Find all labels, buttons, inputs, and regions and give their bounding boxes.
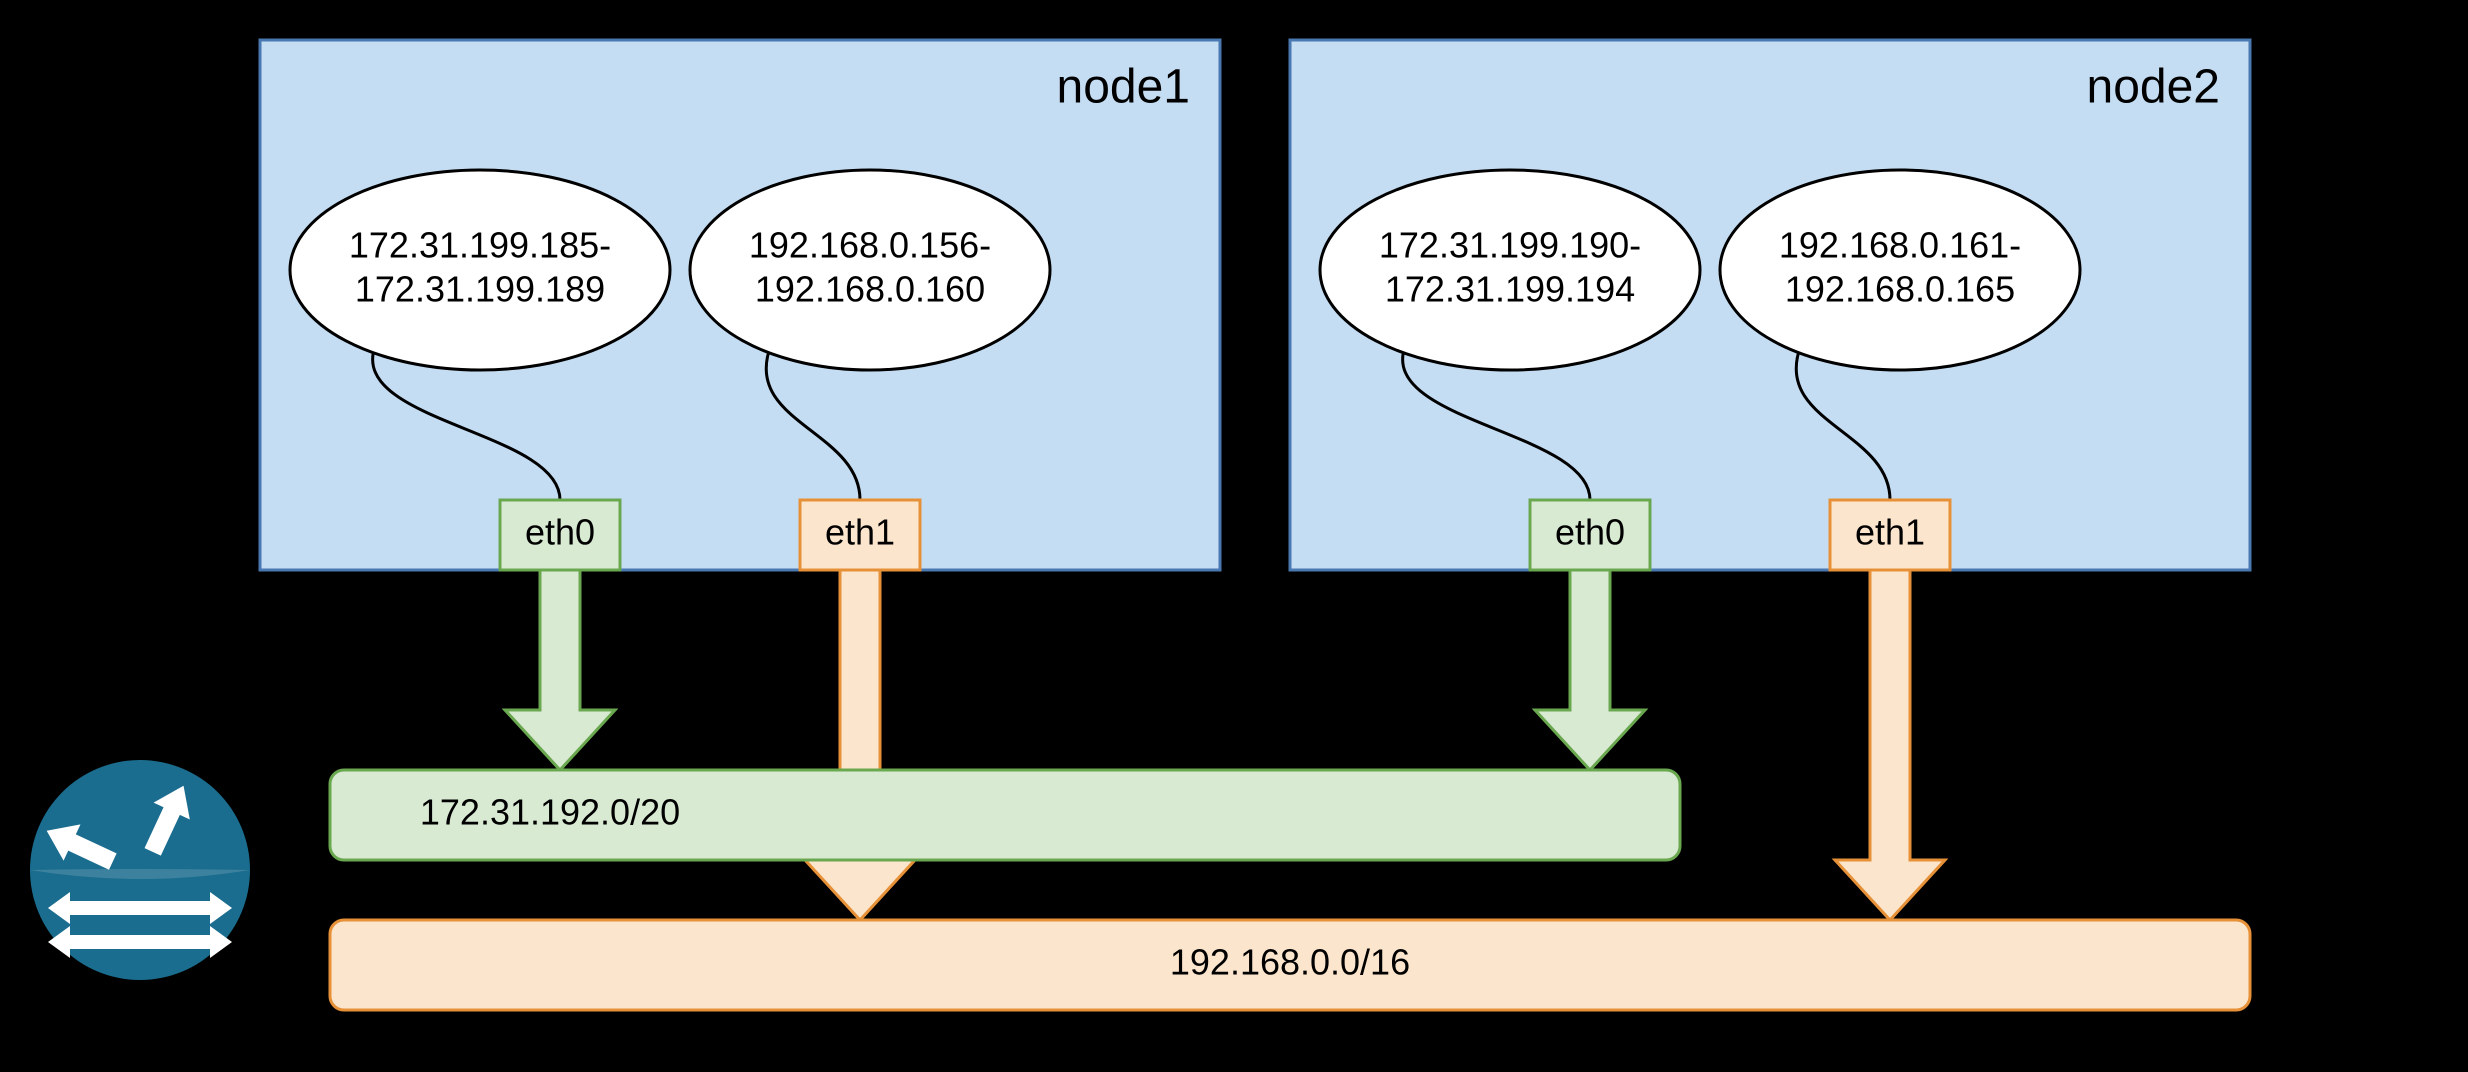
ip-line1-node1-eth0: 172.31.199.185- xyxy=(349,225,611,266)
subnet-label-eth1: 192.168.0.0/16 xyxy=(1170,942,1410,983)
arrow-eth1-node1 xyxy=(805,570,915,920)
eth1-label-node2: eth1 xyxy=(1855,512,1925,553)
ip-line1-node1-eth1: 192.168.0.156- xyxy=(749,225,991,266)
node-title-node2: node2 xyxy=(2087,61,2220,114)
router-icon xyxy=(30,760,250,980)
ip-line1-node2-eth1: 192.168.0.161- xyxy=(1779,225,2021,266)
node-title-node1: node1 xyxy=(1057,61,1190,114)
arrow-eth0-node2 xyxy=(1535,570,1645,770)
eth1-label-node1: eth1 xyxy=(825,512,895,553)
ip-line1-node2-eth0: 172.31.199.190- xyxy=(1379,225,1641,266)
ip-line2-node1-eth1: 192.168.0.160 xyxy=(755,269,985,310)
eth0-label-node1: eth0 xyxy=(525,512,595,553)
subnet-label-eth0: 172.31.192.0/20 xyxy=(420,792,680,833)
ip-line2-node2-eth0: 172.31.199.194 xyxy=(1385,269,1635,310)
eth0-label-node2: eth0 xyxy=(1555,512,1625,553)
ip-line2-node2-eth1: 192.168.0.165 xyxy=(1785,269,2015,310)
arrow-eth1-node2 xyxy=(1835,570,1945,920)
ip-line2-node1-eth0: 172.31.199.189 xyxy=(355,269,605,310)
arrow-eth0-node1 xyxy=(505,570,615,770)
